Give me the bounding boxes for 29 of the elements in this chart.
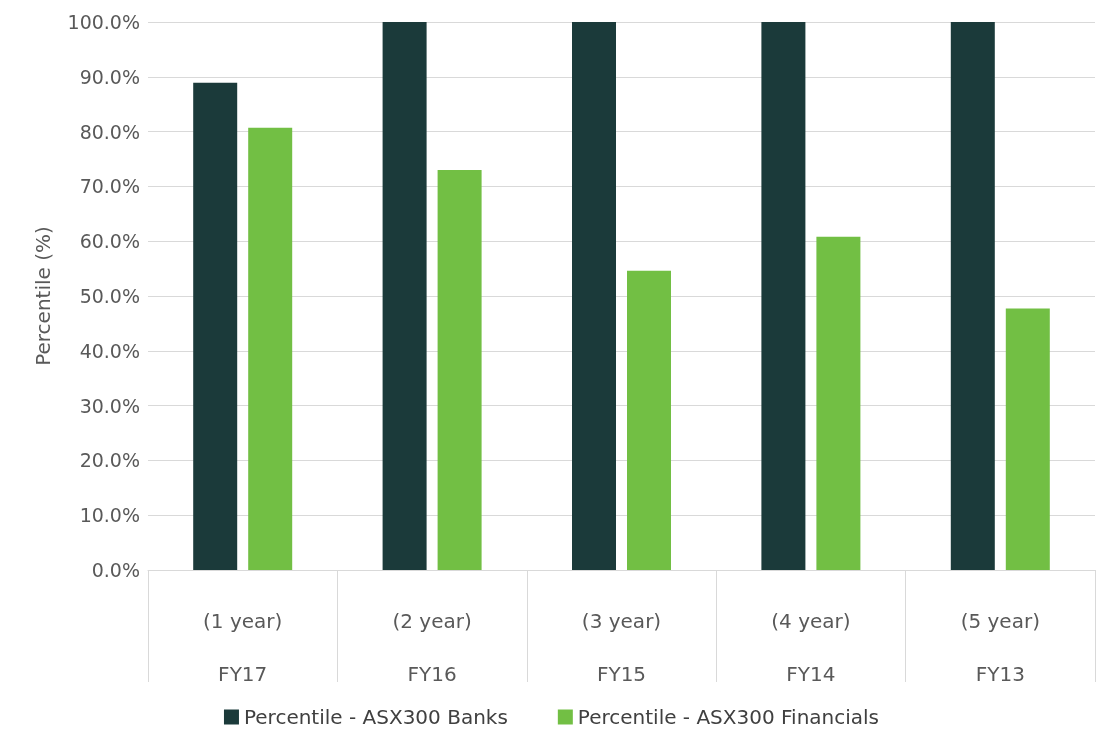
category-label: (3 year) FY15	[581, 608, 662, 686]
y-tick-label: 30.0%	[79, 394, 140, 417]
legend-label: Percentile - ASX300 Financials	[577, 705, 880, 729]
y-tick-label: 20.0%	[79, 449, 140, 472]
bar	[193, 82, 238, 570]
category-label: (1 year) FY17	[203, 608, 283, 686]
y-tick-label: 50.0%	[79, 285, 140, 307]
bar	[816, 236, 861, 570]
y-tick-label: 90.0%	[79, 65, 140, 88]
y-tick-label: 0.0%	[91, 559, 140, 581]
bar	[382, 22, 427, 570]
y-tick-label: 70.0%	[79, 175, 140, 198]
bar	[627, 270, 671, 570]
y-tick-label: 60.0%	[79, 230, 140, 253]
y-tick-label: 10.0%	[79, 504, 140, 527]
legend-label: Percentile - ASX300 Banks	[243, 705, 508, 729]
category-label: (4 year) FY14	[771, 608, 851, 686]
bar	[950, 22, 995, 570]
category-label: (5 year) FY13	[960, 608, 1040, 686]
bar	[248, 127, 293, 570]
y-axis-title: Percentile (%)	[31, 226, 55, 366]
y-tick-label: 80.0%	[79, 120, 140, 143]
bar	[1005, 308, 1050, 570]
y-tick-label: 40.0%	[79, 339, 140, 362]
bar	[572, 22, 616, 570]
bar	[437, 169, 482, 570]
y-tick-label: 100.0%	[67, 11, 140, 33]
bar	[761, 22, 806, 570]
category-label: (2 year) FY16	[392, 608, 472, 686]
